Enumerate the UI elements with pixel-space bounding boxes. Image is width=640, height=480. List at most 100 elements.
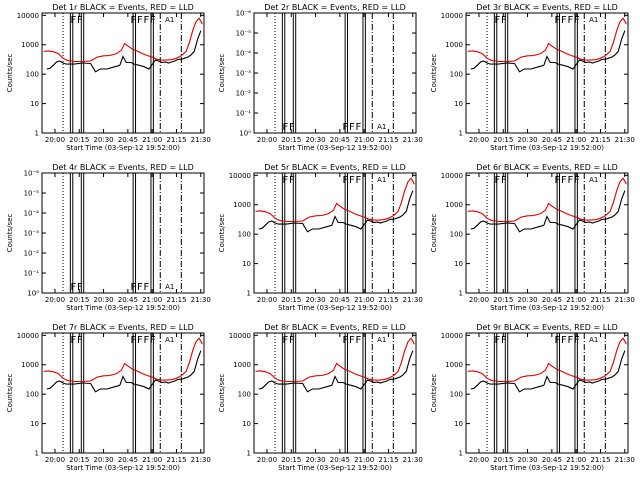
x-tick-label: 20:00 — [469, 456, 489, 464]
series-line-events — [46, 30, 202, 73]
x-tick-label: 20:15 — [493, 456, 513, 464]
x-tick-label: 21:15 — [166, 456, 186, 464]
x-tick-label: 20:30 — [517, 136, 537, 144]
y-tick-label: 100 — [450, 231, 463, 239]
panel-det-9: Det 9r BLACK = Events, RED = LLD 1 10 100 10… — [430, 323, 635, 472]
y-tick-label: 10 — [454, 420, 463, 428]
flag-marker: F — [130, 15, 136, 26]
y-axis-label: Counts/sec — [218, 374, 226, 413]
x-tick-label: 20:30 — [517, 456, 537, 464]
x-axis-label: Start Time (03-Sep-12 19:52:00) — [278, 304, 392, 312]
y-tick-label: 100 — [238, 231, 251, 239]
x-tick-label: 21:00 — [566, 456, 586, 464]
x-tick-label: 21:00 — [354, 456, 374, 464]
x-tick-label: 20:30 — [93, 136, 113, 144]
y-tick-label: 10⁻² — [24, 250, 40, 258]
flag-marker: F — [77, 282, 83, 293]
series-line-lld — [467, 177, 627, 223]
y-tick-label: 1000 — [233, 201, 251, 209]
x-tick-label: 20:00 — [45, 136, 65, 144]
y-tick-label: 1 — [247, 290, 251, 298]
y-tick-label: 1 — [459, 130, 463, 138]
attenuator-label: A1 — [377, 176, 386, 184]
y-tick-label: 10⁻⁴ — [24, 210, 40, 218]
x-tick-label: 20:45 — [542, 456, 562, 464]
y-tick-label: 1 — [247, 450, 251, 458]
axes-frame — [465, 172, 629, 294]
flag-marker: F — [71, 282, 77, 293]
x-tick-label: 20:45 — [330, 456, 350, 464]
y-tick-label: 1 — [35, 450, 39, 458]
attenuator-label: A1 — [589, 176, 598, 184]
x-tick-label: 21:30 — [191, 296, 211, 304]
flag-marker: F — [77, 335, 83, 346]
flag-marker: F — [143, 335, 149, 346]
y-tick-label: 1000 — [21, 41, 39, 49]
x-tick-label: 21:00 — [354, 136, 374, 144]
y-tick-label: 10⁻⁶ — [236, 10, 252, 18]
x-tick-label: 20:45 — [118, 296, 138, 304]
x-tick-label: 20:15 — [69, 136, 89, 144]
y-tick-label: 10⁻⁵ — [236, 30, 252, 38]
flag-marker: F — [355, 122, 361, 133]
x-tick-label: 21:00 — [142, 296, 162, 304]
y-tick-label: 100 — [26, 71, 39, 79]
x-tick-label: 20:15 — [69, 296, 89, 304]
flag-marker: F — [289, 175, 295, 186]
y-tick-label: 100 — [450, 391, 463, 399]
y-tick-label: 10⁻¹ — [24, 270, 40, 278]
flag-marker: F — [567, 335, 573, 346]
x-tick-label: 21:15 — [166, 136, 186, 144]
x-tick-label: 21:30 — [191, 136, 211, 144]
y-tick-label: 10⁰ — [27, 290, 39, 298]
x-tick-label: 20:15 — [281, 296, 301, 304]
y-tick-label: 10⁰ — [239, 130, 251, 138]
attenuator-label: A1 — [165, 16, 174, 24]
x-tick-label: 20:30 — [93, 296, 113, 304]
flag-marker: F — [495, 15, 501, 26]
panel-title: Det 4r BLACK = Events, RED = LLD — [52, 163, 194, 172]
flag-marker: F — [71, 15, 77, 26]
panel-title: Det 7r BLACK = Events, RED = LLD — [52, 323, 194, 332]
panel-title: Det 9r BLACK = Events, RED = LLD — [476, 323, 618, 332]
x-tick-label: 20:00 — [257, 296, 277, 304]
x-tick-label: 20:30 — [305, 456, 325, 464]
flag-marker: F — [283, 175, 289, 186]
panel-det-4: Det 4r BLACK = Events, RED = LLD 10⁰ 10⁻¹ 1… — [6, 163, 211, 312]
axes-frame — [253, 332, 417, 454]
series-line-events — [470, 30, 626, 73]
x-tick-label: 20:30 — [93, 456, 113, 464]
y-tick-label: 10 — [30, 420, 39, 428]
flag-marker: F — [349, 175, 355, 186]
axes-frame — [465, 332, 629, 454]
y-tick-label: 10⁻⁵ — [24, 190, 40, 198]
series-line-lld — [43, 337, 203, 383]
y-tick-label: 10000 — [17, 12, 39, 20]
axes-frame — [41, 332, 205, 454]
flag-marker: F — [342, 335, 348, 346]
y-axis-label: Counts/sec — [6, 374, 14, 413]
y-tick-label: 1000 — [21, 361, 39, 369]
x-axis-label: Start Time (03-Sep-12 19:52:00) — [66, 304, 180, 312]
x-tick-label: 20:00 — [257, 136, 277, 144]
flag-marker: F — [355, 175, 361, 186]
flag-marker: F — [150, 335, 156, 346]
y-tick-label: 10 — [242, 420, 251, 428]
y-tick-label: 10⁻¹ — [236, 110, 252, 118]
y-axis-label: Counts/sec — [430, 374, 438, 413]
flag-marker: F — [283, 122, 289, 133]
series-line-events — [258, 350, 414, 393]
y-tick-label: 1 — [35, 130, 39, 138]
y-tick-label: 10000 — [441, 12, 463, 20]
panel-title: Det 3r BLACK = Events, RED = LLD — [476, 3, 618, 12]
flag-marker: F — [349, 335, 355, 346]
flag-marker: F — [501, 175, 507, 186]
panel-det-8: Det 8r BLACK = Events, RED = LLD 1 10 100 10… — [218, 323, 423, 472]
y-tick-label: 10 — [454, 260, 463, 268]
x-tick-label: 20:00 — [469, 136, 489, 144]
flag-marker: F — [289, 335, 295, 346]
panel-title: Det 5r BLACK = Events, RED = LLD — [264, 163, 406, 172]
x-tick-label: 21:30 — [403, 456, 423, 464]
axes-frame — [41, 12, 205, 134]
attenuator-label: A1 — [377, 123, 386, 131]
